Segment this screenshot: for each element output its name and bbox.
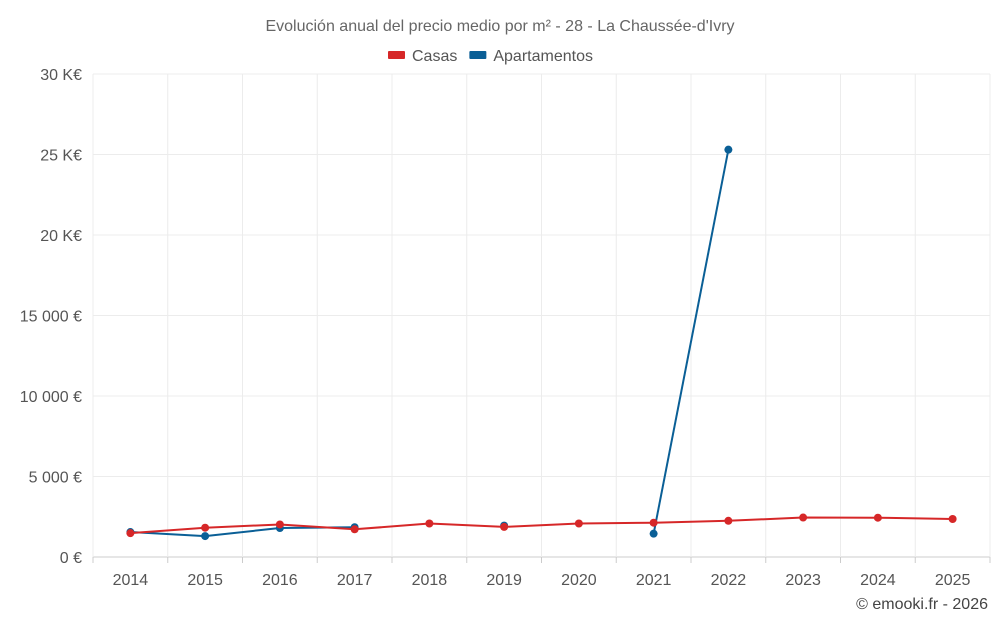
- data-point[interactable]: [201, 523, 210, 532]
- data-point[interactable]: [425, 519, 434, 528]
- x-tick-label: 2023: [785, 572, 821, 589]
- data-point[interactable]: [724, 516, 733, 525]
- data-point[interactable]: [500, 522, 509, 531]
- data-point[interactable]: [201, 532, 210, 541]
- x-tick-label: 2021: [636, 572, 672, 589]
- legend: Casas Apartamentos: [388, 48, 593, 65]
- data-point[interactable]: [126, 529, 135, 538]
- series-casas: [126, 513, 957, 538]
- y-tick-label: 25 K€: [40, 148, 82, 165]
- x-tick-label: 2025: [935, 572, 971, 589]
- y-tick-label: 30 K€: [40, 67, 82, 84]
- x-tick-label: 2014: [113, 572, 149, 589]
- legend-item-apartamentos[interactable]: Apartamentos: [469, 48, 593, 65]
- x-tick-label: 2024: [860, 572, 896, 589]
- legend-item-casas[interactable]: Casas: [388, 48, 457, 65]
- y-tick-label: 15 000 €: [20, 309, 82, 326]
- series-line: [652, 149, 730, 534]
- data-point[interactable]: [948, 515, 957, 524]
- data-point[interactable]: [350, 525, 359, 534]
- y-axis: 0 € 5 000 € 10 000 € 15 000 € 20 K€ 25 K€ 30 K…: [20, 67, 82, 567]
- y-tick-label: 0 €: [60, 550, 82, 567]
- data-point[interactable]: [873, 513, 882, 522]
- x-tick-label: 2018: [412, 572, 448, 589]
- chart-credit: © emooki.fr - 2026: [856, 596, 988, 613]
- legend-swatch: [388, 51, 405, 59]
- data-point[interactable]: [649, 529, 658, 538]
- series-layer: [126, 145, 957, 541]
- legend-label: Apartamentos: [493, 48, 593, 65]
- x-tick-label: 2016: [262, 572, 298, 589]
- chart-title: Evolución anual del precio medio por m² …: [265, 18, 734, 35]
- data-point[interactable]: [574, 519, 583, 528]
- legend-swatch: [469, 51, 487, 59]
- series-apartamentos: [126, 145, 733, 541]
- series-line: [130, 516, 953, 535]
- grid: [92, 73, 991, 558]
- y-tick-label: 5 000 €: [29, 470, 82, 487]
- x-tick-label: 2015: [187, 572, 223, 589]
- x-tick-label: 2019: [486, 572, 522, 589]
- y-tick-label: 20 K€: [40, 228, 82, 245]
- data-point[interactable]: [275, 520, 284, 529]
- x-tick-label: 2022: [711, 572, 747, 589]
- y-tick-label: 10 000 €: [20, 389, 82, 406]
- x-tick-label: 2017: [337, 572, 373, 589]
- x-tick-label: 2020: [561, 572, 597, 589]
- data-point[interactable]: [649, 518, 658, 527]
- legend-label: Casas: [412, 48, 457, 65]
- data-point[interactable]: [724, 145, 733, 154]
- data-point[interactable]: [799, 513, 808, 522]
- x-axis: 2014 2015 2016 2017 2018 2019 2020 2021 2022 2023…: [92, 557, 991, 589]
